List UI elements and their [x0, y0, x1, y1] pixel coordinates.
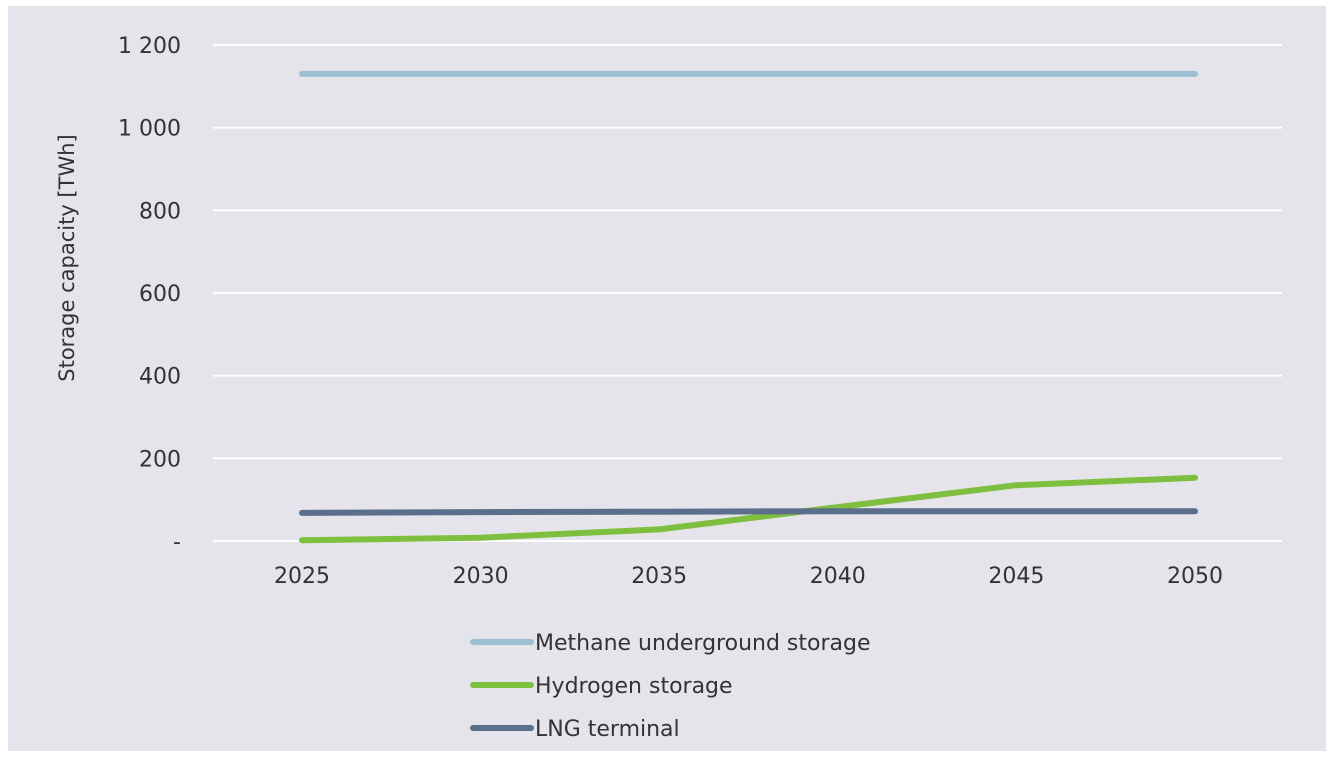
legend-label-methane-underground-storage: Methane underground storage — [535, 631, 871, 656]
x-tick-label-2025: 2025 — [274, 564, 330, 589]
legend-label-hydrogen-storage: Hydrogen storage — [535, 674, 733, 699]
x-tick-label-2035: 2035 — [631, 564, 687, 589]
series-line-hydrogen-storage — [299, 474, 1198, 544]
legend-label-lng-terminal: LNG terminal — [535, 717, 680, 742]
series-lines — [299, 70, 1198, 544]
y-tick-label-1200: 1 200 — [118, 34, 181, 59]
x-tick-label-2045: 2045 — [988, 564, 1044, 589]
x-tick-label-2040: 2040 — [810, 564, 866, 589]
y-tick-label-400: 400 — [139, 365, 181, 390]
x-axis-ticks: 2025 2030 2035 2040 2045 2050 — [274, 564, 1223, 589]
x-tick-label-2050: 2050 — [1167, 564, 1223, 589]
y-tick-label-0: - — [173, 530, 181, 555]
y-tick-label-1000: 1 000 — [118, 117, 181, 142]
x-tick-label-2030: 2030 — [453, 564, 509, 589]
y-axis-title: Storage capacity [TWh] — [55, 134, 79, 381]
y-axis-ticks: - 200 400 600 800 1 000 1 200 — [118, 34, 181, 555]
y-tick-label-200: 200 — [139, 447, 181, 472]
plot-background — [8, 6, 1326, 751]
y-tick-label-800: 800 — [139, 199, 181, 224]
series-line-lng-terminal — [299, 508, 1198, 516]
legend: Methane underground storage Hydrogen stor… — [470, 631, 871, 742]
y-tick-label-600: 600 — [139, 282, 181, 307]
